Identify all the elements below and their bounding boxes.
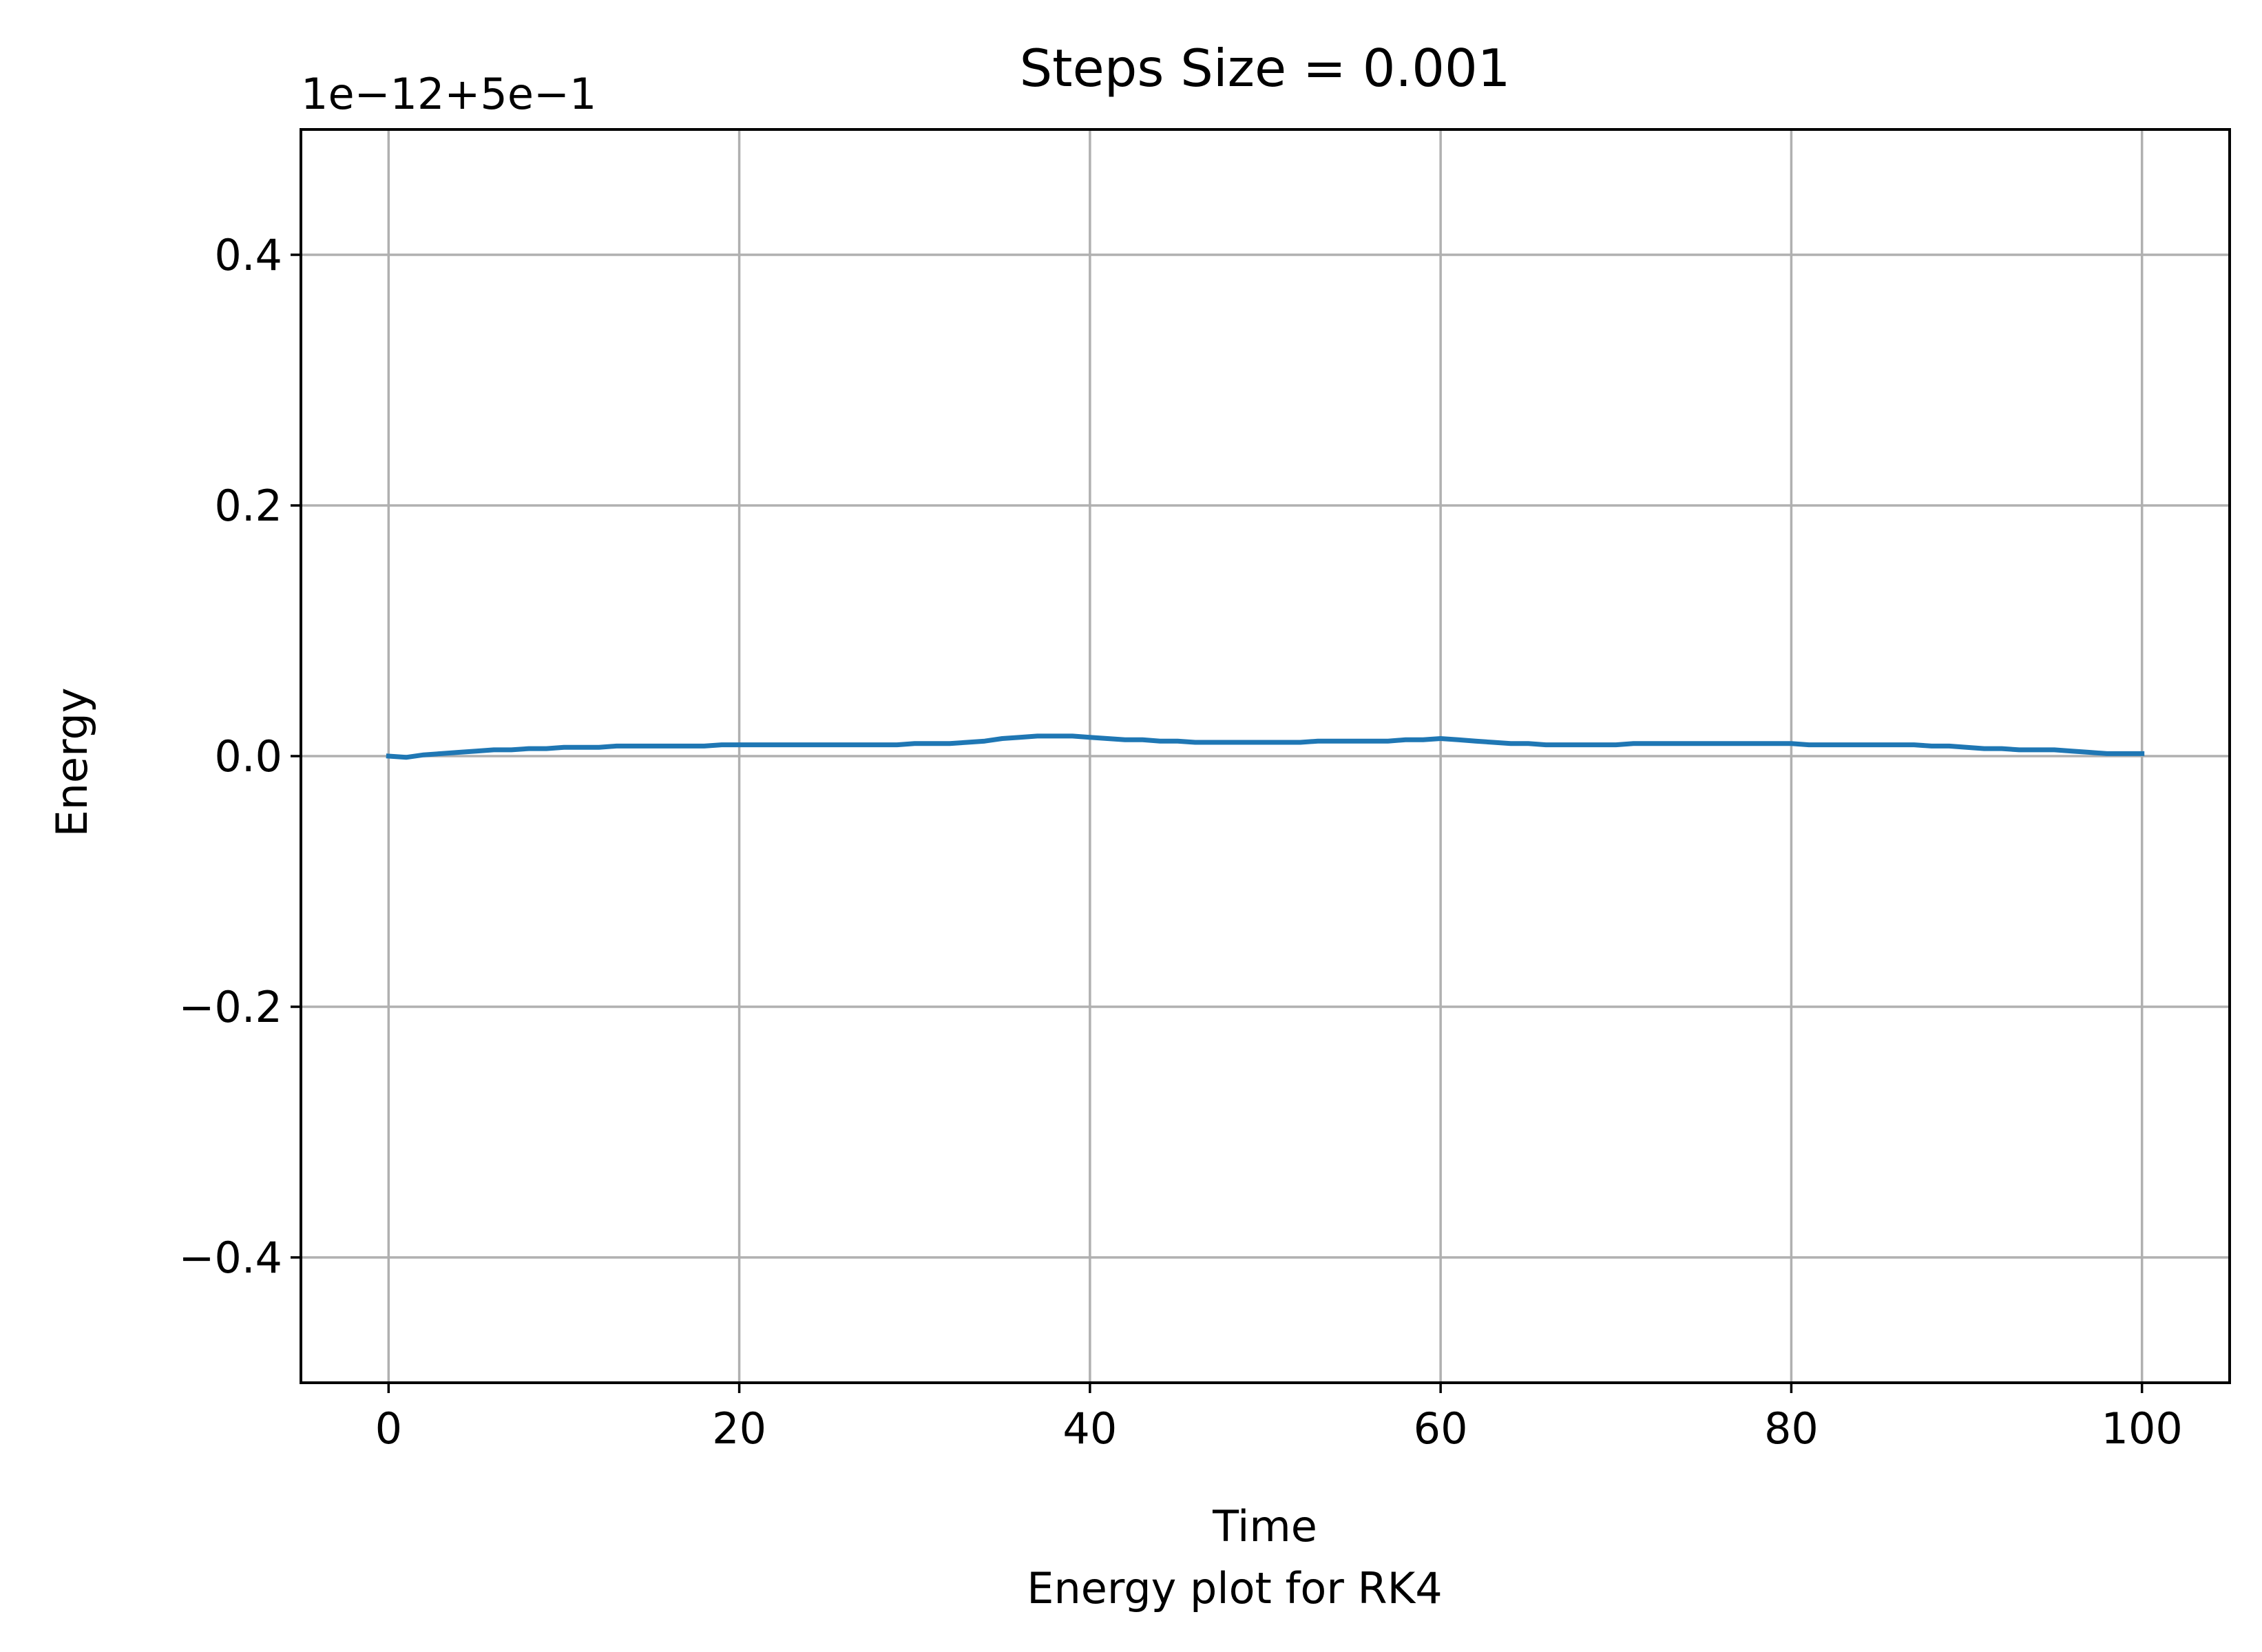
series-layer <box>386 733 2145 760</box>
x-tick-label: 20 <box>712 1403 766 1454</box>
chart-caption: Energy plot for RK4 <box>1027 1563 1442 1613</box>
offset-label: 1e−12+5e−1 <box>301 69 596 119</box>
x-tick-label: 0 <box>375 1403 402 1454</box>
x-axis-label: Time <box>1212 1501 1317 1551</box>
x-tick-label: 80 <box>1764 1403 1819 1454</box>
ticks: 0 20 40 60 80 100 −0.4 −0.2 0.0 0.2 0.4 <box>178 230 2182 1454</box>
y-tick-label: 0.0 <box>214 731 282 782</box>
y-axis-label: Energy <box>47 687 97 837</box>
grid <box>301 129 2230 1383</box>
x-tick-label: 40 <box>1062 1403 1117 1454</box>
y-tick-label: 0.2 <box>214 481 282 531</box>
x-tick-label: 100 <box>2102 1403 2183 1454</box>
x-tick-label: 60 <box>1414 1403 1468 1454</box>
y-tick-label: −0.4 <box>178 1233 282 1283</box>
y-tick-label: −0.2 <box>178 982 282 1032</box>
energy-series-line <box>386 733 2145 760</box>
chart-title: Steps Size = 0.001 <box>1020 38 1511 98</box>
y-tick-label: 0.4 <box>214 230 282 280</box>
